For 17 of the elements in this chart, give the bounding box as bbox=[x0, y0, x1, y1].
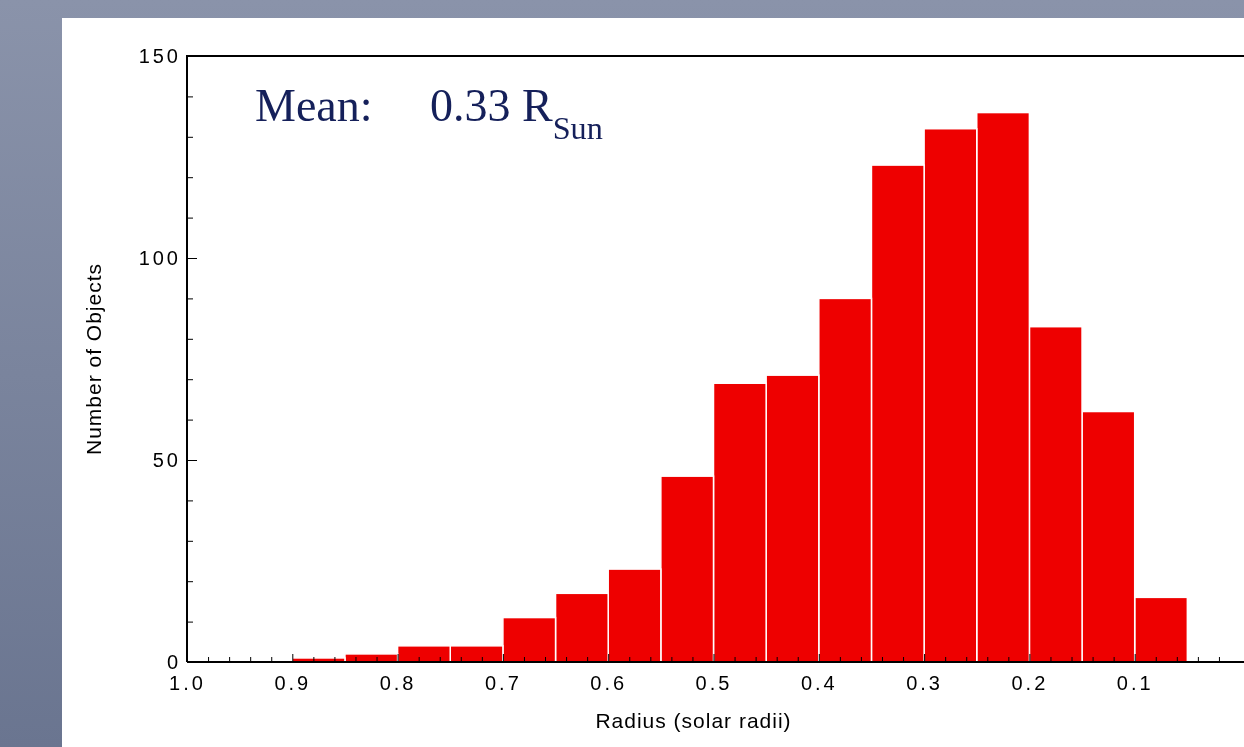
x-tick-label: 0.9 bbox=[274, 672, 312, 695]
x-tick-label: 0.2 bbox=[1011, 672, 1049, 695]
x-tick-label: 0.8 bbox=[379, 672, 417, 695]
x-tick-label: 0.5 bbox=[695, 672, 733, 695]
y-tick-label: 150 bbox=[138, 44, 181, 67]
x-tick-label: 0.1 bbox=[1116, 672, 1154, 695]
x-tick-label: 0.4 bbox=[800, 672, 838, 695]
annotation: Mean: 0.33 R$_{Sun}$ bbox=[255, 80, 603, 146]
x-tick-label: 1.0 bbox=[169, 672, 206, 695]
x-tick-label: 0.3 bbox=[906, 672, 944, 695]
x-tick-label: 0.7 bbox=[484, 672, 522, 695]
y-tick-label: 100 bbox=[138, 246, 181, 269]
x-tick-label: 0.6 bbox=[590, 672, 628, 695]
y-tick-label: 50 bbox=[152, 448, 181, 471]
y-tick-label: 0 bbox=[166, 650, 181, 673]
y-axis-title: Number of Objects bbox=[82, 262, 105, 456]
x-axis-title: Radius (solar radii) bbox=[595, 709, 792, 732]
